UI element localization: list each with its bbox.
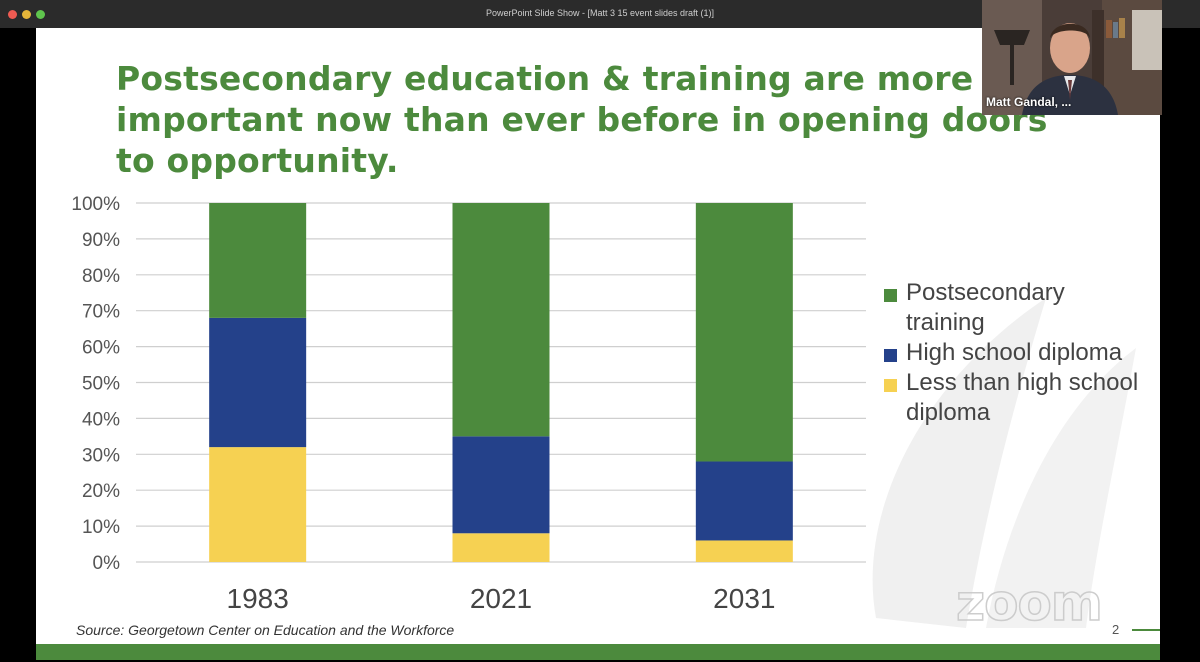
legend-label: Postsecondary training <box>906 279 1065 336</box>
slide-page-number: 2 <box>1112 622 1120 637</box>
bar-segment <box>695 203 793 462</box>
chart-legend: Postsecondary training High school diplom… <box>884 278 1144 428</box>
legend-item: Postsecondary training <box>884 278 1144 338</box>
close-window-button[interactable] <box>8 10 17 19</box>
slide-title: Postsecondary education & training are m… <box>116 59 1048 180</box>
bar-segment <box>209 203 307 318</box>
x-category-label: 1983 <box>227 583 289 614</box>
y-tick-label: 40% <box>82 409 120 430</box>
y-tick-label: 50% <box>82 374 120 395</box>
y-tick-label: 70% <box>82 302 120 323</box>
y-tick-label: 90% <box>82 230 120 251</box>
bar-segment <box>452 436 550 534</box>
x-category-label: 2021 <box>470 583 532 614</box>
participant-video-tile[interactable]: Matt Gandal, ... <box>982 0 1162 115</box>
y-tick-label: 100% <box>71 194 120 215</box>
legend-swatch <box>884 289 897 302</box>
y-tick-label: 30% <box>82 445 120 466</box>
slide-watermark-logo <box>872 298 1136 628</box>
slide: Postsecondary education & training are m… <box>36 28 1160 650</box>
slide-footer-bar <box>36 644 1160 660</box>
legend-item: High school diploma <box>884 338 1144 368</box>
bar-segment <box>695 461 793 541</box>
y-tick-label: 10% <box>82 517 120 538</box>
legend-label: High school diploma <box>906 339 1123 366</box>
y-tick-label: 80% <box>82 266 120 287</box>
participant-name: Matt Gandal, ... <box>986 95 1072 109</box>
y-tick-label: 60% <box>82 338 120 359</box>
stacked-bar-chart: 0% 10% 20% 30% 40% 50% 60% 70% 80% 90% 100% 1983 202… <box>71 194 866 614</box>
minimize-window-button[interactable] <box>22 10 31 19</box>
legend-label: Less than high school diploma <box>906 369 1139 426</box>
legend-item: Less than high school diploma <box>884 368 1144 428</box>
source-note: Source: Georgetown Center on Education a… <box>76 622 455 638</box>
bar-segment <box>209 447 307 562</box>
bar-segment <box>452 203 550 437</box>
bar-segment <box>209 317 307 448</box>
window-title: PowerPoint Slide Show - [Matt 3 15 event… <box>485 8 715 18</box>
zoom-watermark: zoom <box>955 573 1103 633</box>
participant-video-image <box>982 0 1162 115</box>
fullscreen-window-button[interactable] <box>36 10 45 19</box>
bar-segment <box>452 533 550 562</box>
page-number-accent <box>1132 629 1160 631</box>
y-tick-label: 0% <box>93 553 121 574</box>
x-category-label: 2031 <box>713 583 775 614</box>
legend-swatch <box>884 349 897 362</box>
y-tick-label: 20% <box>82 481 120 502</box>
legend-swatch <box>884 379 897 392</box>
bar-segment <box>695 540 793 562</box>
